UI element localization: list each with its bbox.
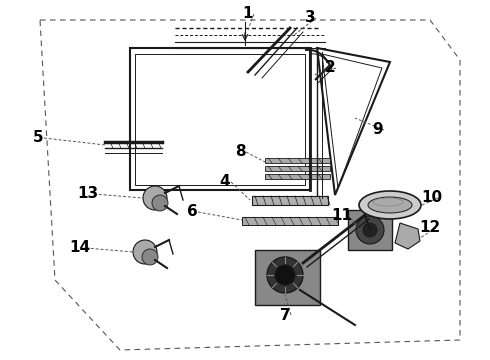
Text: 5: 5	[33, 130, 43, 145]
Text: 13: 13	[77, 186, 98, 202]
Text: 7: 7	[280, 307, 290, 323]
Text: 6: 6	[187, 204, 197, 220]
Text: 3: 3	[305, 10, 315, 26]
Ellipse shape	[368, 197, 412, 213]
Circle shape	[152, 195, 168, 211]
Circle shape	[143, 186, 167, 210]
Text: 2: 2	[325, 60, 335, 76]
Circle shape	[275, 265, 295, 285]
Polygon shape	[242, 217, 338, 225]
Text: 14: 14	[70, 240, 91, 256]
Polygon shape	[265, 174, 330, 179]
Text: 8: 8	[235, 144, 245, 159]
Polygon shape	[255, 250, 320, 305]
Ellipse shape	[359, 191, 421, 219]
Circle shape	[133, 240, 157, 264]
Text: 9: 9	[373, 122, 383, 138]
Text: 10: 10	[421, 190, 442, 206]
Text: 4: 4	[220, 175, 230, 189]
Circle shape	[356, 216, 384, 244]
Text: 1: 1	[243, 6, 253, 22]
Text: 11: 11	[332, 207, 352, 222]
Polygon shape	[265, 158, 330, 163]
Polygon shape	[348, 210, 392, 250]
Circle shape	[267, 257, 303, 293]
Polygon shape	[265, 166, 330, 171]
Circle shape	[363, 223, 377, 237]
Circle shape	[142, 249, 158, 265]
Polygon shape	[395, 223, 420, 249]
Text: 12: 12	[419, 220, 441, 235]
Polygon shape	[252, 196, 328, 205]
